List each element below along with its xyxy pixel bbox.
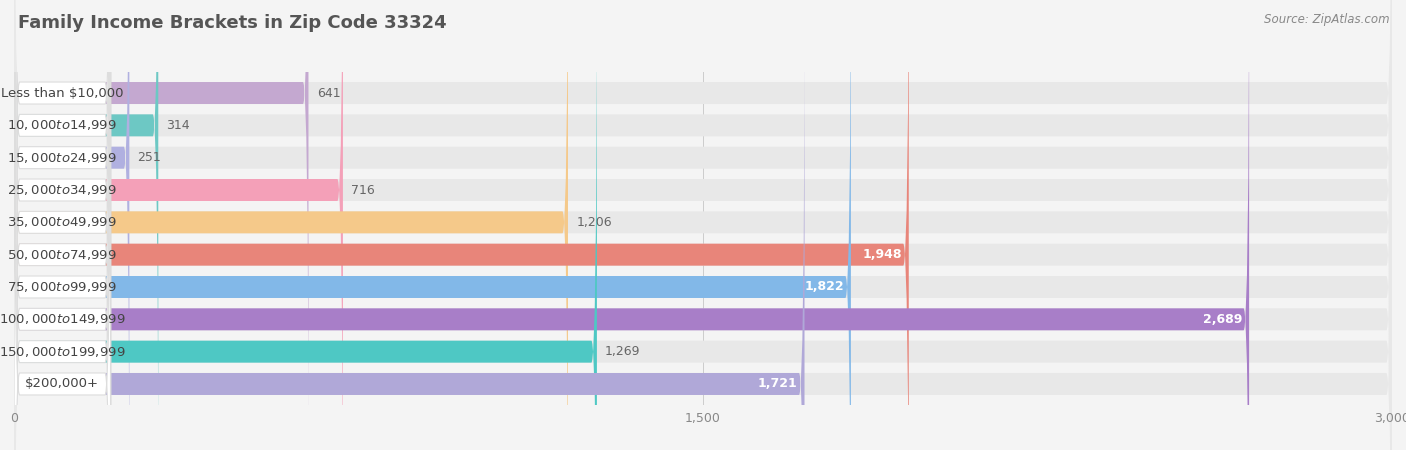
FancyBboxPatch shape xyxy=(14,0,1392,450)
FancyBboxPatch shape xyxy=(14,0,1392,450)
FancyBboxPatch shape xyxy=(14,0,1392,450)
FancyBboxPatch shape xyxy=(14,0,1392,450)
Text: 1,822: 1,822 xyxy=(804,280,844,293)
Text: $25,000 to $34,999: $25,000 to $34,999 xyxy=(7,183,117,197)
Text: Family Income Brackets in Zip Code 33324: Family Income Brackets in Zip Code 33324 xyxy=(18,14,447,32)
FancyBboxPatch shape xyxy=(14,7,1392,450)
Text: 1,206: 1,206 xyxy=(576,216,612,229)
Text: $200,000+: $200,000+ xyxy=(25,378,100,391)
Text: $15,000 to $24,999: $15,000 to $24,999 xyxy=(7,151,117,165)
Text: 716: 716 xyxy=(352,184,375,197)
FancyBboxPatch shape xyxy=(14,0,908,450)
FancyBboxPatch shape xyxy=(14,0,1392,450)
Text: Source: ZipAtlas.com: Source: ZipAtlas.com xyxy=(1264,14,1389,27)
FancyBboxPatch shape xyxy=(14,0,111,450)
FancyBboxPatch shape xyxy=(14,0,308,450)
FancyBboxPatch shape xyxy=(14,0,568,450)
FancyBboxPatch shape xyxy=(14,0,1249,450)
FancyBboxPatch shape xyxy=(14,0,111,450)
FancyBboxPatch shape xyxy=(14,0,598,450)
Text: 314: 314 xyxy=(166,119,190,132)
FancyBboxPatch shape xyxy=(14,0,129,450)
FancyBboxPatch shape xyxy=(14,0,343,450)
Text: 1,721: 1,721 xyxy=(758,378,797,391)
Text: $75,000 to $99,999: $75,000 to $99,999 xyxy=(7,280,117,294)
FancyBboxPatch shape xyxy=(14,0,111,450)
FancyBboxPatch shape xyxy=(14,0,111,450)
Text: 641: 641 xyxy=(316,86,340,99)
FancyBboxPatch shape xyxy=(14,0,1392,450)
Text: Less than $10,000: Less than $10,000 xyxy=(1,86,124,99)
FancyBboxPatch shape xyxy=(14,0,111,450)
Text: 1,948: 1,948 xyxy=(862,248,901,261)
FancyBboxPatch shape xyxy=(14,7,111,450)
FancyBboxPatch shape xyxy=(14,0,111,450)
FancyBboxPatch shape xyxy=(14,7,804,450)
Text: 251: 251 xyxy=(138,151,162,164)
Text: $35,000 to $49,999: $35,000 to $49,999 xyxy=(7,216,117,230)
FancyBboxPatch shape xyxy=(14,0,851,450)
Text: $10,000 to $14,999: $10,000 to $14,999 xyxy=(7,118,117,132)
FancyBboxPatch shape xyxy=(14,0,111,450)
Text: $50,000 to $74,999: $50,000 to $74,999 xyxy=(7,248,117,261)
Text: $150,000 to $199,999: $150,000 to $199,999 xyxy=(0,345,125,359)
FancyBboxPatch shape xyxy=(14,0,111,450)
FancyBboxPatch shape xyxy=(14,0,111,450)
Text: 2,689: 2,689 xyxy=(1204,313,1243,326)
FancyBboxPatch shape xyxy=(14,0,1392,450)
FancyBboxPatch shape xyxy=(14,0,1392,450)
FancyBboxPatch shape xyxy=(14,0,159,450)
Text: $100,000 to $149,999: $100,000 to $149,999 xyxy=(0,312,125,326)
Text: 1,269: 1,269 xyxy=(605,345,641,358)
FancyBboxPatch shape xyxy=(14,0,1392,450)
